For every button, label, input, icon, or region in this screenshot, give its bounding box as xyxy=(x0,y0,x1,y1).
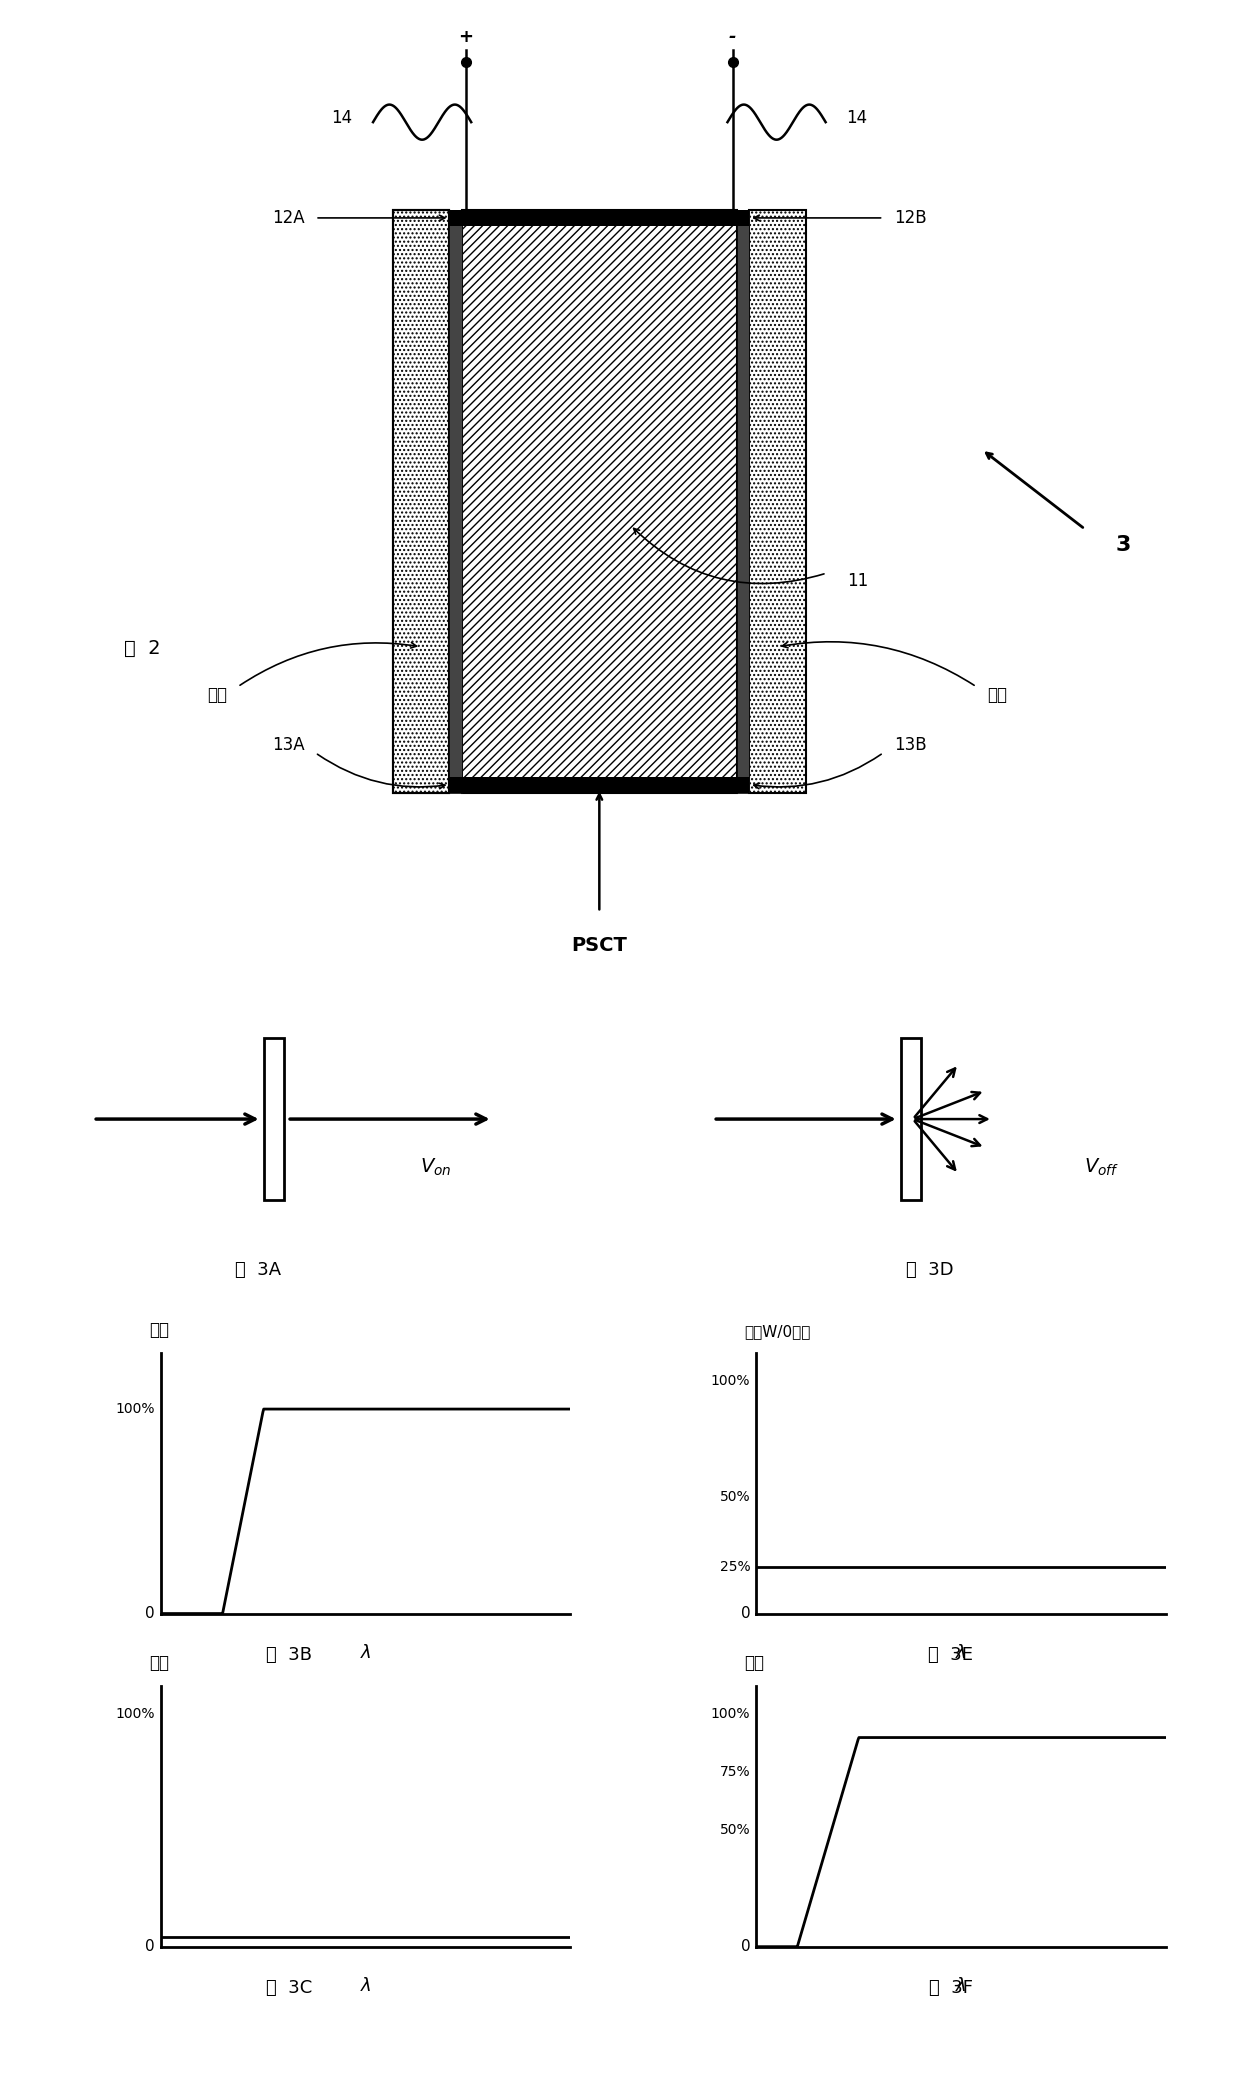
Bar xyxy=(737,210,749,793)
Text: 散射: 散射 xyxy=(744,1655,764,1672)
Text: 75%: 75% xyxy=(719,1766,750,1780)
Text: λ: λ xyxy=(956,1978,966,1995)
Text: 14: 14 xyxy=(331,108,352,127)
Text: 12B: 12B xyxy=(894,208,926,227)
Text: 100%: 100% xyxy=(711,1374,750,1389)
Text: 玻璃: 玻璃 xyxy=(207,685,227,704)
Text: 图  3B: 图 3B xyxy=(267,1647,312,1664)
Bar xyxy=(449,777,749,793)
Text: 100%: 100% xyxy=(115,1707,155,1722)
Bar xyxy=(393,210,449,793)
Bar xyxy=(461,210,737,793)
Text: λ: λ xyxy=(956,1645,966,1661)
Text: 11: 11 xyxy=(847,573,868,589)
Text: 传输: 传输 xyxy=(149,1322,169,1339)
Text: 图  3F: 图 3F xyxy=(929,1980,972,1997)
Text: 图  3E: 图 3E xyxy=(929,1647,973,1664)
Text: 图  2: 图 2 xyxy=(124,639,161,658)
Text: 25%: 25% xyxy=(719,1559,750,1574)
Text: 0: 0 xyxy=(740,1605,750,1622)
Bar xyxy=(449,210,749,227)
Text: 图  3A: 图 3A xyxy=(236,1262,281,1278)
Text: 13B: 13B xyxy=(894,735,926,754)
Text: -: - xyxy=(729,29,737,46)
Text: 14: 14 xyxy=(846,108,868,127)
Text: 100%: 100% xyxy=(115,1401,155,1416)
Text: 0: 0 xyxy=(145,1938,155,1955)
Bar xyxy=(449,210,461,793)
Text: 散射: 散射 xyxy=(149,1655,169,1672)
Text: $V_{off}$: $V_{off}$ xyxy=(1084,1156,1118,1178)
Text: 图  3D: 图 3D xyxy=(906,1262,954,1278)
Bar xyxy=(749,210,806,793)
Text: 图  3C: 图 3C xyxy=(267,1980,312,1997)
Bar xyxy=(901,1037,921,1201)
Text: λ: λ xyxy=(361,1978,371,1995)
Text: 50%: 50% xyxy=(719,1491,750,1505)
Text: 0: 0 xyxy=(740,1938,750,1955)
Text: 传输W/0散射: 传输W/0散射 xyxy=(744,1324,811,1339)
Text: 12A: 12A xyxy=(273,208,305,227)
Text: PSCT: PSCT xyxy=(572,937,627,956)
Text: +: + xyxy=(459,29,474,46)
Text: 3: 3 xyxy=(1116,535,1131,556)
Text: $V_{on}$: $V_{on}$ xyxy=(420,1156,451,1178)
Bar xyxy=(264,1037,284,1201)
Text: 玻璃: 玻璃 xyxy=(987,685,1007,704)
Text: λ: λ xyxy=(361,1645,371,1661)
Text: 13A: 13A xyxy=(273,735,305,754)
Text: 0: 0 xyxy=(145,1605,155,1622)
Text: 50%: 50% xyxy=(719,1824,750,1838)
Text: 100%: 100% xyxy=(711,1707,750,1722)
